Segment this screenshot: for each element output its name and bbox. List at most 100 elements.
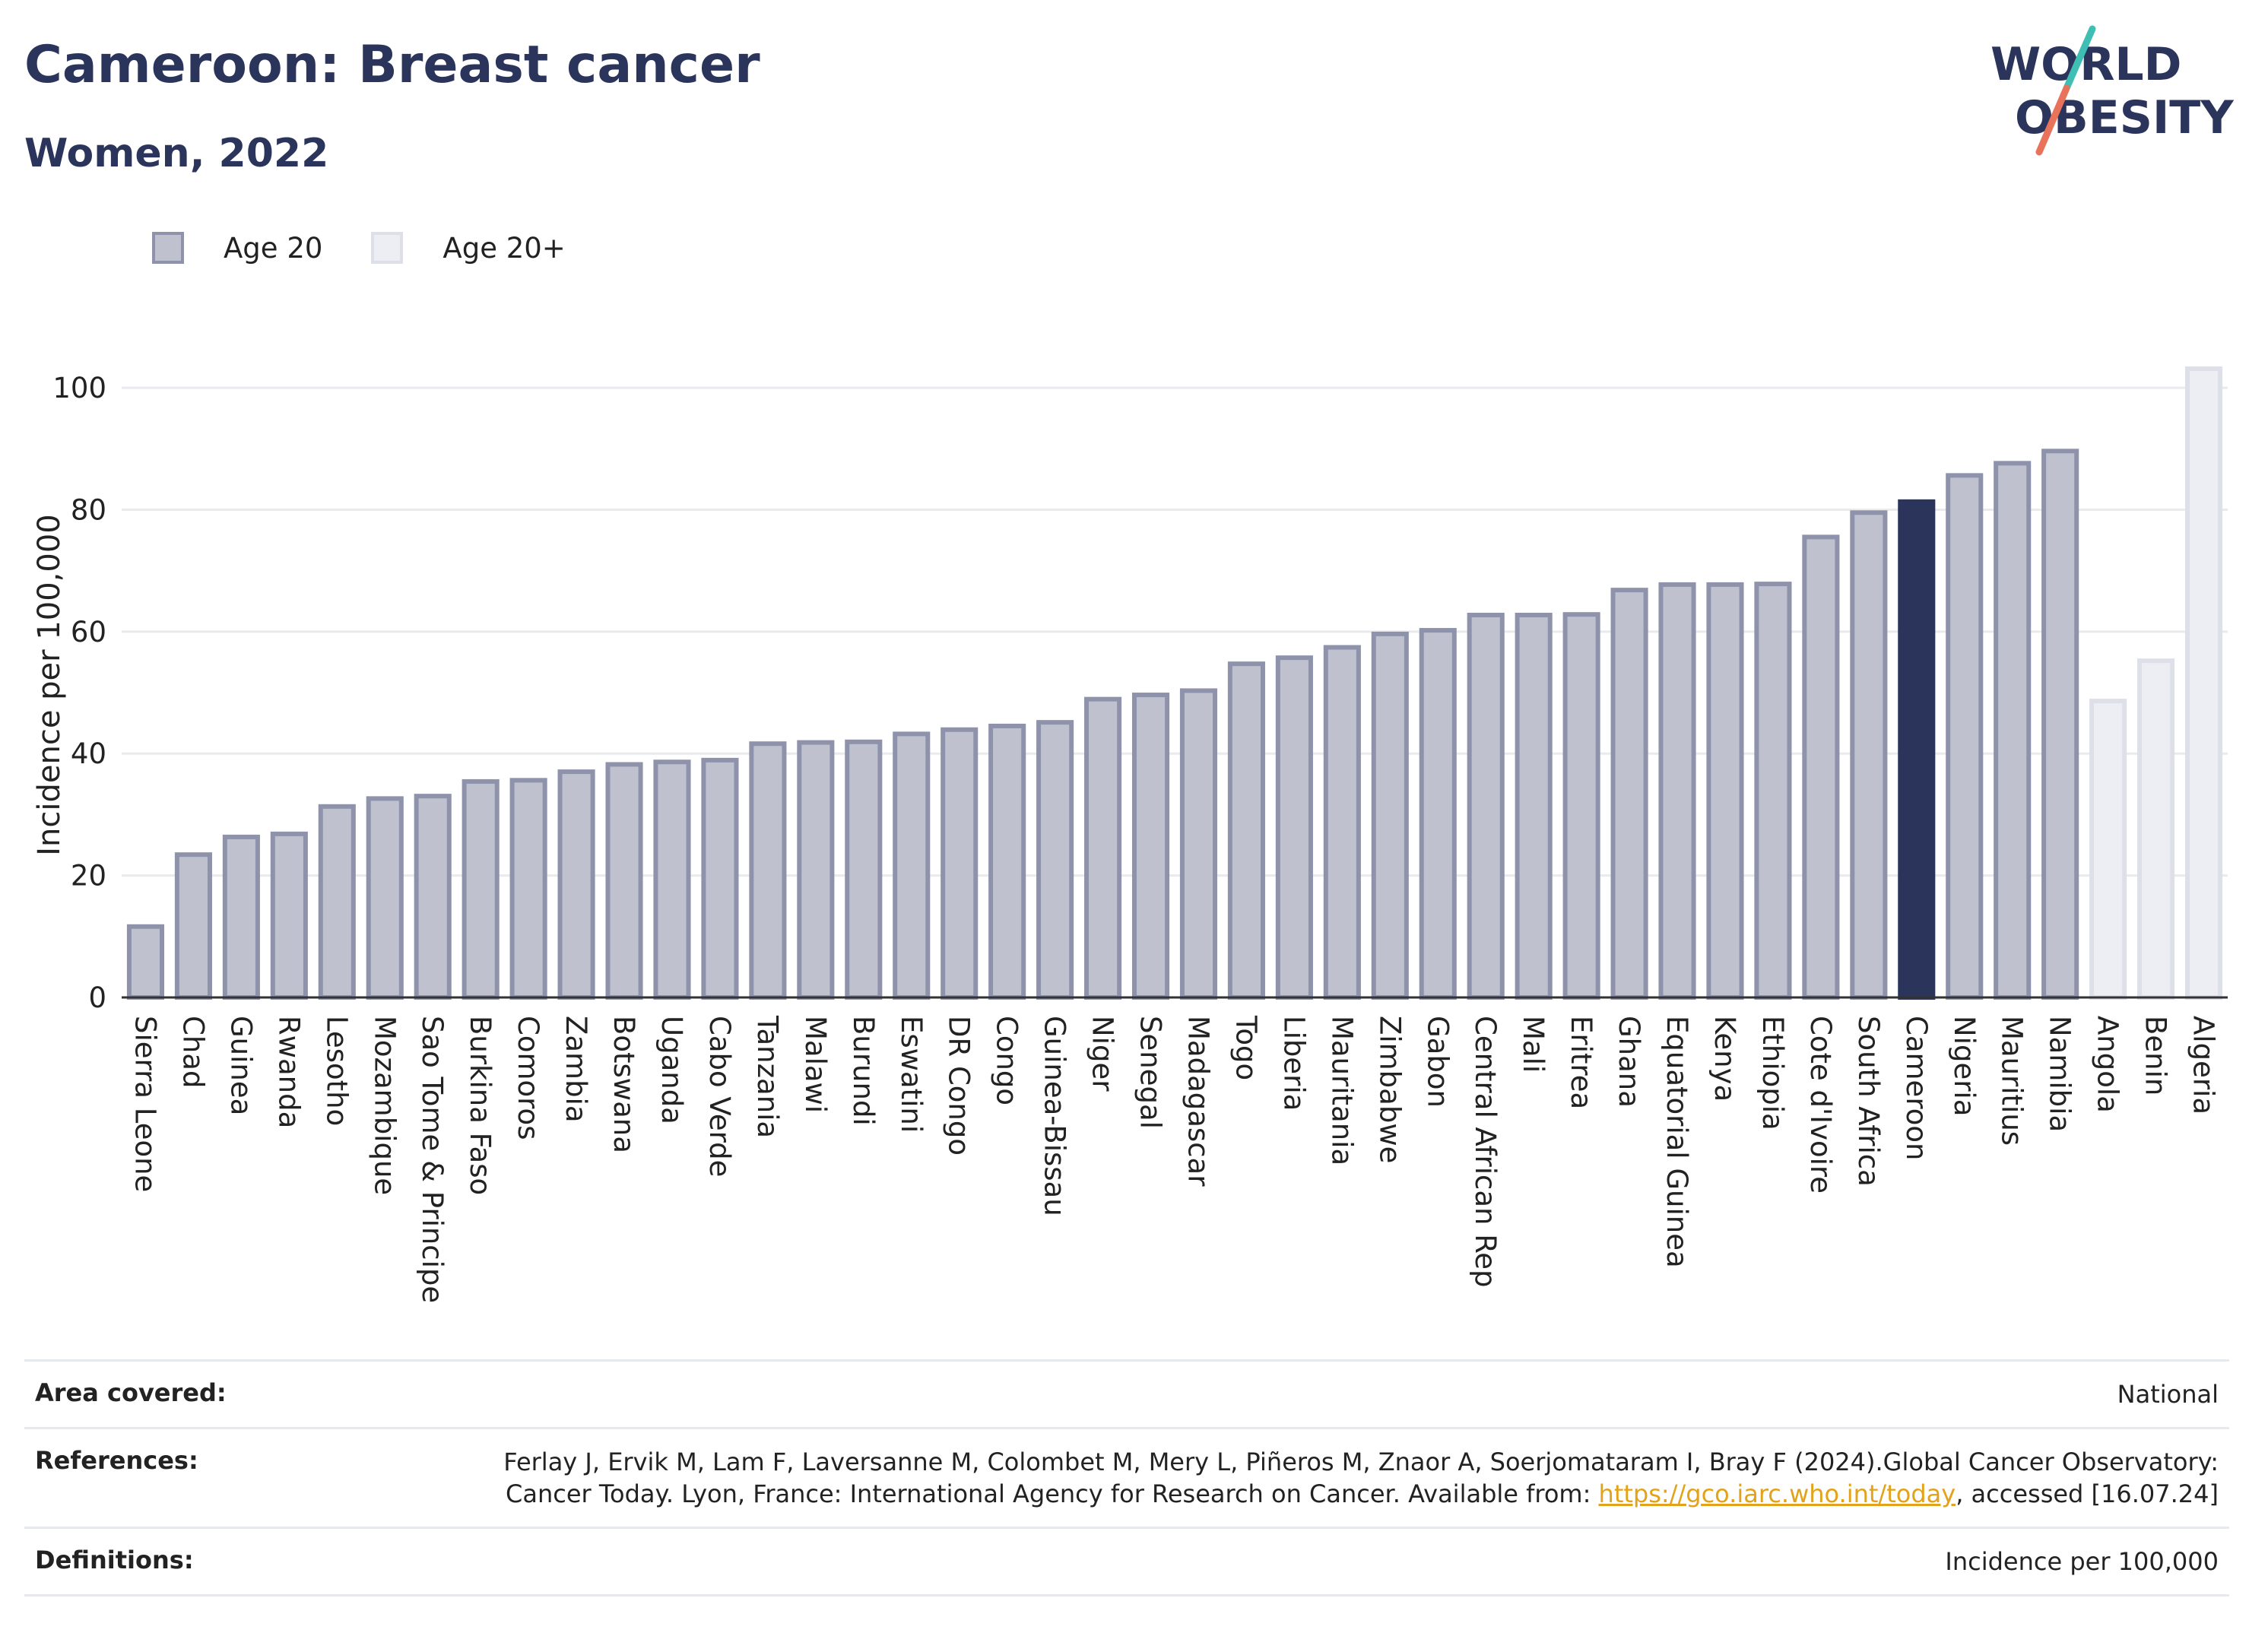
area-covered-label: Area covered:	[35, 1378, 227, 1407]
x-tick-label-equatorial-guinea: Equatorial Guinea	[1661, 1016, 1693, 1268]
bar-ethiopia	[1754, 582, 1792, 1000]
x-tick-label-madagascar: Madagascar	[1182, 1016, 1214, 1187]
definitions-value: Incidence per 100,000	[1945, 1547, 2219, 1576]
x-tick-label-ghana: Ghana	[1613, 1016, 1645, 1108]
bar-mauritius	[1994, 461, 2032, 1000]
x-tick-label-zambia: Zambia	[560, 1016, 592, 1123]
x-tick-label-mozambique: Mozambique	[368, 1016, 401, 1195]
chart-subtitle: Women, 2022	[24, 131, 329, 176]
x-tick-label-lesotho: Lesotho	[320, 1016, 353, 1126]
x-tick-label-burkina-faso: Burkina Faso	[464, 1016, 496, 1195]
bar-angola	[2089, 699, 2127, 1000]
x-tick-label-mauritius: Mauritius	[1996, 1016, 2029, 1146]
bar-eswatini	[893, 731, 931, 1000]
x-tick-label-mauritania: Mauritania	[1325, 1016, 1358, 1165]
x-tick-label-tanzania: Tanzania	[751, 1015, 784, 1138]
references-accessed: , accessed [16.07.24]	[1956, 1479, 2219, 1508]
x-tick-label-uganda: Uganda	[655, 1016, 688, 1124]
x-tick-label-comoros: Comoros	[512, 1016, 544, 1140]
x-tick-label-angola: Angola	[2092, 1016, 2124, 1113]
x-tick-label-malawi: Malawi	[799, 1016, 832, 1113]
x-tick-label-zimbabwe: Zimbabwe	[1373, 1016, 1406, 1163]
bar-guinea	[222, 834, 260, 1000]
y-tick-label-60: 60	[71, 616, 106, 648]
chart-title: Cameroon: Breast cancer	[24, 35, 760, 95]
legend-label-age20: Age 20	[224, 231, 323, 265]
bar-mozambique	[366, 796, 404, 1000]
x-tick-label-sao-tome-principe: Sao Tome & Principe	[416, 1016, 449, 1303]
bar-togo	[1227, 661, 1265, 1000]
x-tick-label-cote-d-ivoire: Cote d'Ivoire	[1804, 1016, 1837, 1194]
x-tick-label-liberia: Liberia	[1277, 1016, 1310, 1111]
references-text: Ferlay J, Ervik M, Lam F, Laversanne M, …	[503, 1447, 2219, 1508]
x-tick-label-chad: Chad	[176, 1016, 209, 1088]
y-tick-label-20: 20	[71, 860, 106, 893]
y-tick-label-100: 100	[52, 372, 106, 404]
x-tick-label-algeria: Algeria	[2187, 1016, 2220, 1115]
x-tick-label-namibia: Namibia	[2044, 1016, 2076, 1132]
x-tick-label-cameroon: Cameroon	[1900, 1016, 1933, 1160]
x-tick-label-rwanda: Rwanda	[272, 1016, 305, 1128]
bar-rwanda	[270, 831, 308, 1000]
bar-uganda	[653, 759, 691, 1000]
references-label: References:	[35, 1446, 198, 1475]
bar-tanzania	[749, 741, 787, 1000]
x-tick-label-central-african-rep: Central African Rep	[1469, 1016, 1502, 1288]
x-tick-label-eritrea: Eritrea	[1565, 1016, 1597, 1109]
x-tick-label-guinea: Guinea	[224, 1016, 257, 1115]
bar-congo	[988, 723, 1026, 1000]
x-tick-label-eswatini: Eswatini	[895, 1016, 928, 1133]
references-value: Ferlay J, Ervik M, Lam F, Laversanne M, …	[455, 1446, 2219, 1510]
bar-eritrea	[1562, 612, 1600, 1000]
bar-sao-tome-principe	[414, 794, 452, 1000]
world-obesity-logo: WORLD OBESITY	[1990, 25, 2235, 156]
x-tick-label-dr-congo: DR Congo	[943, 1016, 975, 1156]
logo-slash-red	[2035, 84, 2070, 156]
x-tick-label-congo: Congo	[991, 1016, 1023, 1105]
x-tick-label-south-africa: South Africa	[1852, 1016, 1885, 1187]
bar-comoros	[509, 778, 547, 1000]
bar-burkina-faso	[462, 778, 500, 1000]
x-tick-label-botswana: Botswana	[607, 1016, 640, 1153]
footer-row-area: Area covered: National	[24, 1359, 2229, 1427]
x-tick-label-kenya: Kenya	[1708, 1016, 1741, 1102]
bar-cote-d-ivoire	[1802, 534, 1840, 1000]
bar-cameroon	[1898, 499, 1936, 1000]
x-tick-label-sierra-leone: Sierra Leone	[128, 1016, 161, 1192]
x-tick-label-burundi: Burundi	[847, 1016, 880, 1126]
bar-benin	[2137, 658, 2175, 1000]
bar-niger	[1084, 696, 1122, 1000]
bar-zimbabwe	[1371, 631, 1409, 1000]
x-tick-label-nigeria: Nigeria	[1948, 1016, 1981, 1116]
bar-mauritania	[1323, 645, 1361, 1000]
bar-ghana	[1610, 588, 1648, 1000]
bar-madagascar	[1179, 688, 1218, 1000]
bar-kenya	[1706, 582, 1744, 1000]
bar-malawi	[797, 740, 835, 1000]
area-covered-value: National	[2117, 1380, 2219, 1409]
x-tick-label-ethiopia: Ethiopia	[1756, 1016, 1789, 1130]
x-tick-label-togo: Togo	[1229, 1015, 1262, 1080]
bar-guinea-bissau	[1036, 720, 1074, 1000]
bar-equatorial-guinea	[1658, 582, 1696, 1000]
x-tick-label-guinea-bissau: Guinea-Bissau	[1039, 1016, 1071, 1216]
bar-south-africa	[1850, 510, 1888, 1000]
bar-burundi	[845, 739, 883, 1000]
y-tick-label-40: 40	[71, 737, 106, 770]
y-tick-label-80: 80	[71, 493, 106, 526]
bar-cabo-verde	[701, 757, 739, 1000]
legend-swatch-age20	[152, 232, 184, 264]
y-tick-label-0: 0	[88, 981, 106, 1014]
bar-sierra-leone	[126, 924, 165, 1000]
footer-row-definitions: Definitions: Incidence per 100,000	[24, 1527, 2229, 1597]
bar-lesotho	[318, 804, 356, 1000]
bar-senegal	[1131, 693, 1170, 1000]
bar-central-african-rep	[1467, 612, 1505, 1000]
bar-nigeria	[1946, 473, 1984, 1000]
bar-zambia	[557, 769, 595, 1000]
legend-swatch-age20plus	[371, 232, 404, 264]
bar-botswana	[605, 762, 643, 1000]
x-tick-label-mali: Mali	[1517, 1016, 1550, 1073]
references-link[interactable]: https://gco.iarc.who.int/today	[1598, 1479, 1956, 1508]
bar-dr-congo	[941, 727, 979, 1000]
